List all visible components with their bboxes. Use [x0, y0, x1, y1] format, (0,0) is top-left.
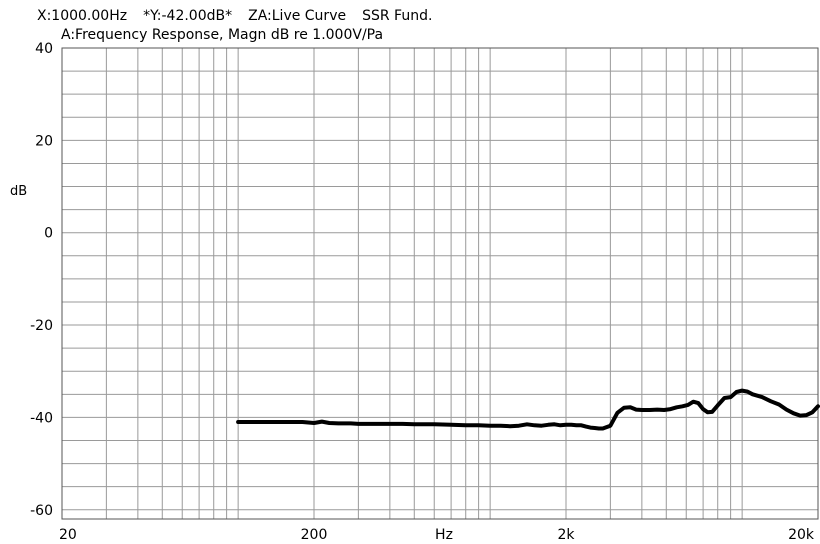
y-tick-label: 20: [35, 133, 53, 149]
x-tick-label: 2k: [557, 527, 575, 543]
grid: [62, 48, 818, 519]
y-tick-label: -60: [30, 503, 53, 519]
x-axis-ticks: 20 200 2k 20k: [59, 527, 815, 543]
y-tick-label: -40: [30, 410, 53, 426]
x-tick-label: 20: [59, 527, 77, 543]
series-line: [236, 388, 820, 431]
plot-frame: [61, 47, 819, 520]
cursor-x-readout: X:1000.00Hz: [37, 8, 128, 24]
mode-readout: SSR Fund.: [362, 8, 433, 24]
x-tick-label: 20k: [788, 527, 815, 543]
y-tick-label: 0: [44, 226, 53, 242]
y-tick-label: 40: [35, 41, 53, 57]
y-axis-ticks: 40 20 0 -20 -40 -60: [30, 41, 53, 519]
x-axis-label: Hz: [435, 527, 453, 543]
chart-subtitle: A:Frequency Response, Magn dB re 1.000V/…: [61, 27, 384, 43]
y-tick-label: -20: [30, 318, 53, 334]
cursor-readout: X:1000.00Hz *Y:-42.00dB* ZA:Live Curve SSR …: [37, 8, 432, 24]
x-tick-label: 200: [301, 527, 328, 543]
cursor-y-readout: *Y:-42.00dB*: [143, 8, 233, 24]
za-readout: ZA:Live Curve: [248, 8, 347, 24]
status-bar: X:1000.00Hz *Y:-42.00dB* ZA:Live Curve SSR …: [0, 0, 820, 48]
y-axis-label: dB: [10, 184, 27, 199]
